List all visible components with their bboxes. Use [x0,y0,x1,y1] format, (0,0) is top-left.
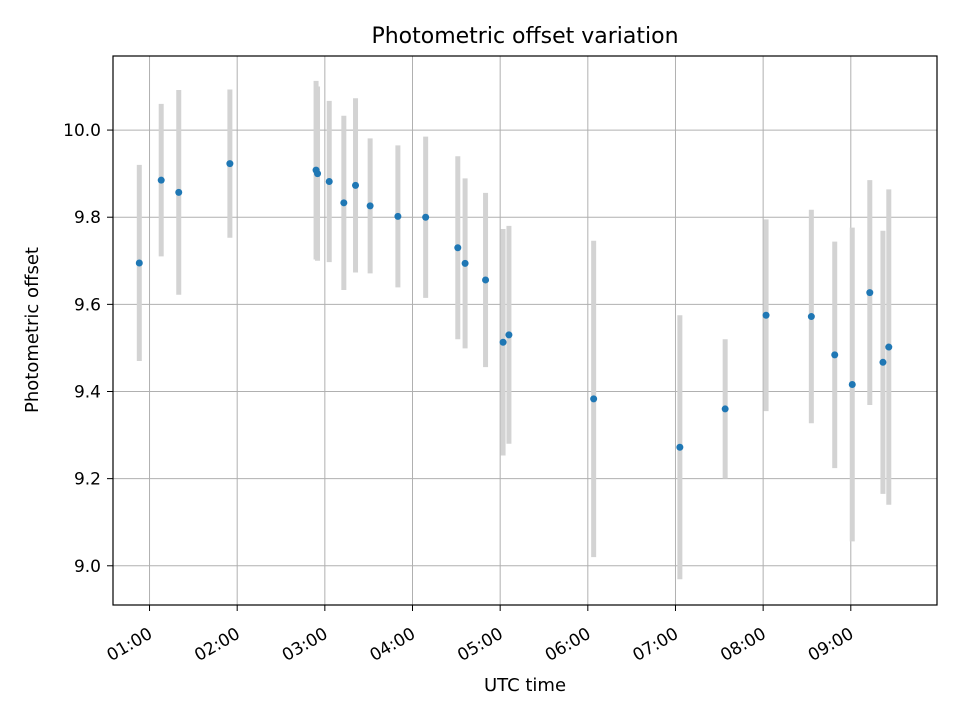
data-point [866,289,874,297]
data-point [175,188,183,196]
data-point [352,181,360,189]
data-point [590,395,598,403]
data-point [461,259,469,267]
y-tick-label: 9.6 [74,295,101,315]
data-point [807,313,815,321]
chart-title: Photometric offset variation [371,24,678,49]
data-point [676,443,684,451]
data-point [454,244,462,252]
data-point [482,276,490,284]
data-point [422,213,430,221]
data-point [499,338,507,346]
data-point [226,160,234,168]
x-axis-label: UTC time [484,675,566,696]
y-axis-label: Photometric offset [22,247,43,413]
data-point [340,199,348,207]
y-tick-label: 9.8 [74,208,101,228]
data-point [135,259,143,267]
y-tick-label: 9.4 [74,383,101,403]
data-point [762,311,770,319]
data-point [848,381,856,389]
y-tick-label: 9.2 [74,470,101,490]
grid [113,56,937,605]
data-point [157,176,165,184]
data-points [135,160,893,451]
y-tick-label: 10.0 [63,121,101,141]
data-point [366,202,374,210]
data-point [879,358,887,366]
data-point [831,351,839,359]
data-point [325,177,333,185]
data-point [394,212,402,220]
y-axis-ticks: 9.0 9.2 9.4 9.6 9.8 10.0 [63,121,113,577]
data-point [505,331,513,339]
plot-frame [112,55,938,606]
data-point [721,405,729,413]
y-tick-label: 9.0 [74,557,101,577]
data-point [885,343,893,351]
data-point [314,170,322,178]
